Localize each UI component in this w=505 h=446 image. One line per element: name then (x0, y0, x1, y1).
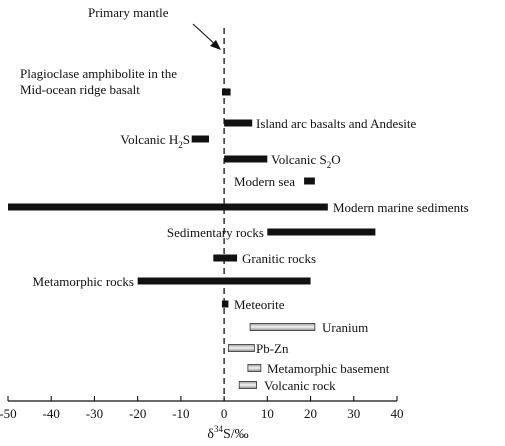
range-label: Metamorphic rocks (33, 274, 134, 289)
x-tick-label: -10 (172, 406, 189, 421)
range-label: Meteorite (234, 297, 285, 312)
range-label: Granitic rocks (242, 251, 316, 266)
range-label: Volcanic S2O (271, 152, 341, 170)
x-tick-label: -30 (86, 406, 103, 421)
range-label: Volcanic rock (264, 378, 336, 393)
range-label: Metamorphic basement (267, 361, 390, 376)
x-tick-label: 0 (221, 406, 228, 421)
range-label: Pb-Zn (256, 341, 289, 356)
range-labels: Plagioclase amphibolite in the Mid-ocean … (20, 66, 469, 393)
range-label: Uranium (322, 320, 368, 335)
range-bar (8, 203, 328, 211)
x-tick-label: -50 (0, 406, 17, 421)
x-tick-label: -20 (129, 406, 146, 421)
range-label: Modern sea (234, 174, 295, 189)
range-bar (191, 135, 209, 143)
x-axis-ticks: -50 -40 -30 -20 -10 0 10 20 30 40 (0, 396, 404, 421)
range-bar (238, 381, 257, 389)
range-bar (224, 119, 253, 127)
x-tick-label: -40 (43, 406, 60, 421)
range-bar (137, 277, 311, 285)
primary-mantle-label: Primary mantle (88, 5, 169, 20)
range-label: Sedimentary rocks (167, 225, 264, 240)
range-bar (213, 254, 238, 262)
x-axis-title: δ34S/‰ (207, 424, 248, 442)
x-tick-label: 30 (347, 406, 360, 421)
range-label: Island arc basalts and Andesite (256, 116, 417, 131)
range-bar (221, 300, 229, 308)
x-tick-label: 40 (391, 406, 404, 421)
range-bar (224, 155, 268, 163)
range-bar (267, 228, 376, 236)
range-bar (228, 344, 255, 352)
primary-mantle-arrowhead (210, 40, 221, 50)
range-label: Modern marine sediments (333, 200, 469, 215)
range-label: Plagioclase amphibolite in the Mid-ocean … (20, 66, 177, 97)
range-bar (221, 88, 231, 96)
range-bar (247, 364, 262, 372)
range-label: Volcanic H2S (120, 132, 190, 150)
range-bar (304, 177, 315, 185)
range-bar (249, 323, 316, 331)
x-tick-label: 10 (261, 406, 274, 421)
range-bars (8, 88, 376, 389)
x-tick-label: 20 (304, 406, 317, 421)
